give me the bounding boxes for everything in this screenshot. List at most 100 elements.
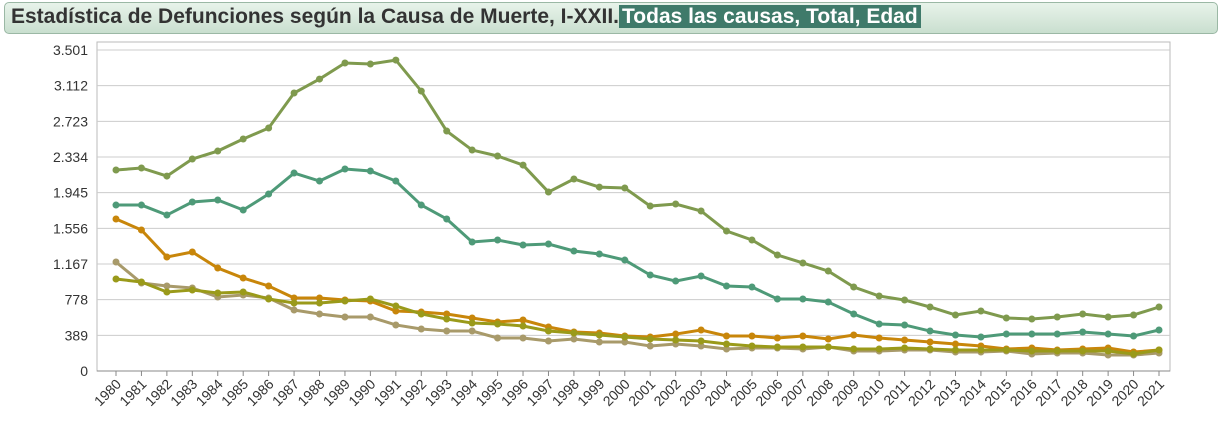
data-point xyxy=(570,335,578,343)
data-point xyxy=(316,177,324,185)
x-tick-label: 1992 xyxy=(396,376,429,409)
x-tick-label: 1989 xyxy=(320,376,353,409)
series-line xyxy=(115,260,1160,357)
x-tick-label: 1982 xyxy=(142,376,175,409)
data-point xyxy=(341,59,349,67)
data-point xyxy=(773,251,781,259)
chart-subtitle: Todas las causas, Total, Edad xyxy=(619,5,921,28)
x-tick-label: 2019 xyxy=(1083,376,1116,409)
data-point xyxy=(443,215,451,223)
data-point xyxy=(417,325,425,333)
data-point xyxy=(239,206,247,214)
data-point xyxy=(1053,330,1061,338)
plot-frame xyxy=(96,41,1171,372)
data-point xyxy=(1028,315,1036,323)
x-tick-label: 1998 xyxy=(549,376,582,409)
data-point xyxy=(417,87,425,95)
data-point xyxy=(926,327,934,335)
data-point xyxy=(417,201,425,209)
data-point xyxy=(494,334,502,342)
data-point xyxy=(672,336,680,344)
x-tick-label: 2013 xyxy=(930,376,963,409)
x-tick-label: 1981 xyxy=(116,376,149,409)
data-point xyxy=(824,343,832,351)
data-point xyxy=(316,75,324,83)
data-point xyxy=(697,207,705,215)
data-point xyxy=(621,256,629,264)
x-tick-label: 1988 xyxy=(294,376,327,409)
y-tick-label: 2.334 xyxy=(53,149,88,165)
data-point xyxy=(850,310,858,318)
data-point xyxy=(443,315,451,323)
data-point xyxy=(1079,310,1087,318)
data-point xyxy=(875,320,883,328)
data-point xyxy=(570,175,578,183)
data-point xyxy=(468,327,476,335)
data-point xyxy=(519,334,527,342)
data-point xyxy=(214,196,222,204)
x-tick-label: 2018 xyxy=(1057,376,1090,409)
x-tick-label: 1999 xyxy=(574,376,607,409)
data-point xyxy=(901,336,909,344)
data-point xyxy=(392,56,400,64)
y-tick-label: 0 xyxy=(80,363,88,379)
data-point xyxy=(1104,313,1112,321)
data-point xyxy=(901,321,909,329)
data-point xyxy=(850,283,858,291)
data-point xyxy=(392,307,400,315)
data-point xyxy=(519,241,527,249)
data-point xyxy=(239,288,247,296)
data-point xyxy=(519,161,527,169)
data-point xyxy=(468,238,476,246)
data-point xyxy=(1155,303,1163,311)
data-point xyxy=(697,272,705,280)
data-point xyxy=(188,155,196,163)
data-point xyxy=(137,164,145,172)
y-tick-label: 1.167 xyxy=(53,256,88,272)
x-tick-label: 1990 xyxy=(345,376,378,409)
data-point xyxy=(468,314,476,322)
data-point xyxy=(799,343,807,351)
data-point xyxy=(646,271,654,279)
x-tick-label: 1996 xyxy=(498,376,531,409)
data-point xyxy=(697,337,705,345)
data-point xyxy=(1130,332,1138,340)
data-point xyxy=(824,298,832,306)
data-point xyxy=(519,316,527,324)
data-point xyxy=(595,183,603,191)
x-tick-label: 2020 xyxy=(1108,376,1141,409)
data-point xyxy=(188,248,196,256)
data-point xyxy=(723,332,731,340)
x-tick-label: 1995 xyxy=(472,376,505,409)
data-point xyxy=(1053,347,1061,355)
data-point xyxy=(214,264,222,272)
y-tick-label: 3.501 xyxy=(53,42,88,58)
data-point xyxy=(723,340,731,348)
series-line xyxy=(115,217,1160,354)
x-tick-label: 2005 xyxy=(727,376,760,409)
x-tick-label: 1983 xyxy=(167,376,200,409)
data-point xyxy=(316,310,324,318)
data-point xyxy=(163,253,171,261)
data-point xyxy=(1104,347,1112,355)
data-point xyxy=(875,334,883,342)
x-tick-label: 2009 xyxy=(829,376,862,409)
data-point xyxy=(1104,330,1112,338)
data-point xyxy=(1079,347,1087,355)
x-tick-label: 1993 xyxy=(421,376,454,409)
data-point xyxy=(570,247,578,255)
data-point xyxy=(188,198,196,206)
data-point xyxy=(1155,326,1163,334)
data-point xyxy=(697,326,705,334)
data-point xyxy=(163,288,171,296)
data-point xyxy=(137,226,145,234)
data-point xyxy=(799,332,807,340)
data-point xyxy=(163,211,171,219)
data-point xyxy=(137,278,145,286)
x-tick-label: 2012 xyxy=(905,376,938,409)
data-point xyxy=(951,346,959,354)
data-point xyxy=(392,302,400,310)
data-point xyxy=(672,277,680,285)
data-point xyxy=(468,319,476,327)
x-tick-label: 1985 xyxy=(218,376,251,409)
